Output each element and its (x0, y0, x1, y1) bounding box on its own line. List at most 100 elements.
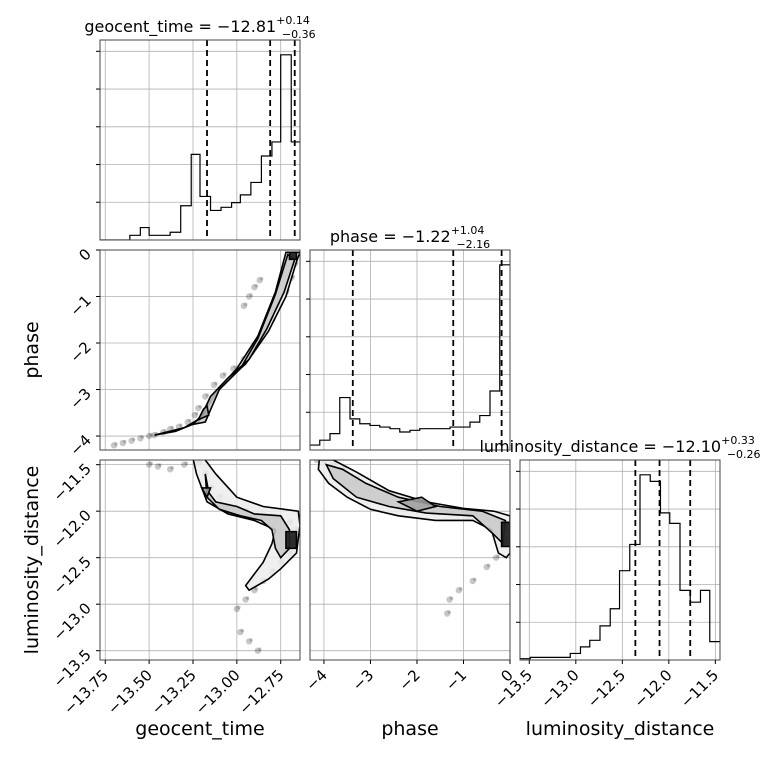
sample-point (259, 276, 264, 281)
sample-point (210, 381, 218, 389)
x-tick-label: −4 (302, 666, 330, 694)
sample-point (492, 554, 500, 561)
sample-point (486, 563, 491, 568)
sample-point (449, 596, 454, 600)
sample-point (249, 638, 253, 642)
sample-point (114, 442, 118, 446)
sample-point (181, 461, 188, 468)
sample-point (195, 404, 202, 412)
y-tick-label: −12.5 (50, 553, 95, 598)
contour-level (192, 460, 300, 592)
sample-point (233, 365, 238, 369)
sample-point (223, 372, 227, 376)
contour-level (190, 253, 296, 426)
sample-point (170, 425, 174, 430)
panel-frame (99, 249, 301, 451)
sample-point (184, 461, 189, 465)
sample-point (244, 302, 248, 307)
sample-point (233, 605, 241, 613)
panel-title: luminosity_distance = −12.10+0.33 −0.26 (479, 434, 760, 461)
histogram-step (100, 54, 300, 240)
x-tick-label: −13.00 (192, 666, 244, 718)
y-tick-label: −12.0 (50, 506, 95, 551)
sample-point (254, 283, 259, 288)
sample-point (131, 437, 136, 441)
sample-point (149, 432, 153, 437)
sample-point (249, 293, 253, 297)
sample-point (237, 628, 244, 636)
sample-point (158, 463, 162, 467)
hist-frame (309, 249, 511, 451)
y-tick-label: −13.0 (50, 599, 95, 644)
y-axis-label: phase (21, 321, 43, 378)
x-tick-label: −3 (349, 666, 377, 694)
y-tick-label: 0 (75, 245, 94, 264)
panel-2d-geocent_time-phase (100, 250, 300, 450)
x-axis-label: luminosity_distance (526, 718, 715, 740)
sample-point (254, 586, 259, 591)
x-tick-label: −12.0 (630, 666, 675, 711)
sample-point (245, 638, 253, 645)
sample-point (240, 628, 245, 633)
hist-panel-luminosity_distance (520, 460, 720, 660)
sample-point (240, 302, 248, 310)
sample-point (179, 423, 183, 428)
title-plus: +0.14 (276, 14, 310, 27)
sample-point (444, 610, 451, 617)
sample-point (483, 563, 490, 571)
sample-point (245, 293, 253, 300)
contour-level (395, 496, 438, 513)
sample-point (469, 577, 476, 585)
x-tick-label: −13.50 (104, 666, 156, 718)
x-tick-label: −2 (395, 666, 423, 694)
contour-level (500, 521, 510, 548)
x-tick-label: −1 (442, 666, 470, 694)
sample-point (191, 411, 198, 419)
sample-point (496, 554, 500, 558)
x-tick-label: −11.5 (677, 666, 722, 711)
x-tick-label: −13.25 (148, 666, 200, 718)
sample-point (256, 277, 263, 284)
contour-level (200, 487, 212, 500)
sample-point (242, 596, 249, 603)
sample-point (237, 605, 241, 610)
sample-point (128, 437, 135, 444)
sample-point (214, 381, 218, 386)
title-prefix: geocent_time = −12.81 (84, 17, 276, 37)
sample-point (145, 432, 153, 440)
sample-point (123, 439, 127, 444)
x-tick-label: −12.75 (236, 666, 288, 718)
y-axis-label: luminosity_distance (21, 466, 43, 655)
title-plus: +0.33 (721, 434, 755, 447)
sample-point (472, 577, 477, 582)
sample-point (140, 435, 145, 439)
y-tick-label: −3 (66, 385, 94, 413)
contour-level (288, 251, 298, 261)
sample-point (202, 393, 209, 400)
x-axis-label: geocent_time (135, 718, 264, 740)
panel-2d-phase-luminosity_distance (310, 460, 510, 660)
title-plus: +1.04 (451, 224, 485, 237)
sample-point (170, 466, 174, 470)
y-tick-label: −11.5 (50, 460, 95, 505)
sample-point (194, 411, 199, 416)
sample-point (455, 587, 463, 594)
panel-2d-geocent_time-luminosity_distance (100, 460, 300, 660)
title-minus: −0.36 (282, 28, 316, 41)
x-tick-label: −13.0 (537, 666, 582, 711)
sample-point (137, 435, 144, 442)
sample-point (149, 461, 153, 465)
sample-point (110, 442, 118, 449)
hist-panel-geocent_time (100, 40, 300, 240)
sample-point (245, 596, 250, 600)
y-tick-label: −1 (66, 292, 94, 320)
contour-level (154, 251, 300, 436)
sample-point (145, 461, 153, 468)
title-minus: −0.26 (727, 448, 760, 461)
hist-frame (99, 39, 301, 241)
sample-point (205, 393, 210, 397)
y-tick-label: −2 (66, 338, 94, 366)
sample-point (251, 284, 258, 291)
title-minus: −2.16 (456, 238, 490, 251)
